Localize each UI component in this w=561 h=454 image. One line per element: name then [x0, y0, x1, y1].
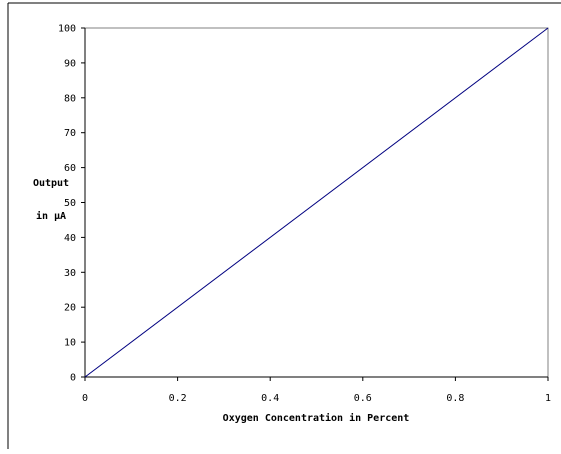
y-tick-label: 80 [64, 93, 76, 104]
series-line-0 [84, 27, 549, 378]
x-tick-label: 0.2 [169, 393, 187, 404]
x-tick-label: 0.4 [261, 393, 279, 404]
y-axis-label-line-1: Output [33, 178, 69, 189]
y-tick-label: 100 [58, 24, 76, 35]
y-tick-label: 90 [64, 58, 76, 69]
y-tick-label: 50 [64, 198, 76, 209]
y-tick-label: 20 [64, 303, 76, 314]
y-tick-label: 0 [70, 373, 76, 384]
y-axis: 0 10 20 30 40 50 60 70 80 90 100 [58, 24, 86, 384]
y-tick-label: 30 [64, 268, 76, 279]
x-tick-label: 0 [82, 393, 88, 404]
y-tick-label: 70 [64, 128, 76, 139]
x-tick-label: 0.8 [446, 393, 464, 404]
y-tick-label: 10 [64, 338, 76, 349]
y-tick-label: 40 [64, 233, 76, 244]
series-layer [84, 27, 549, 378]
x-tick-label: 0.6 [354, 393, 372, 404]
y-axis-label-line-2: in µA [36, 210, 66, 222]
y-tick-label: 60 [64, 163, 76, 174]
x-tick-label: 1 [545, 393, 551, 404]
x-axis-label: Oxygen Concentration in Percent [223, 412, 410, 424]
x-axis: 0 0.2 0.4 0.6 0.8 1 [82, 376, 551, 404]
